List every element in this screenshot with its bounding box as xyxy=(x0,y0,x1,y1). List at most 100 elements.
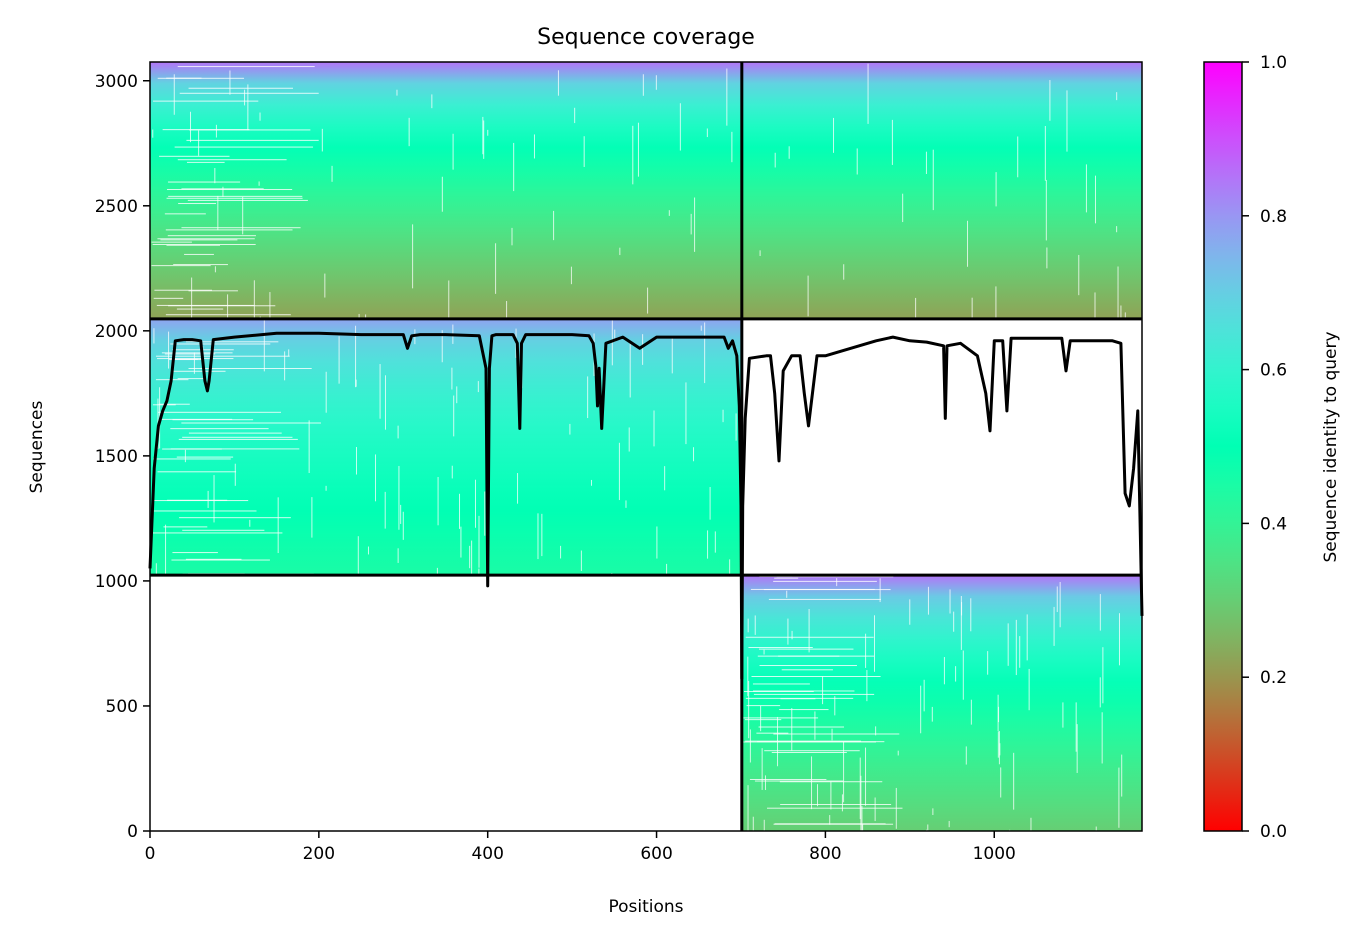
gap-streak xyxy=(214,168,216,184)
gap-row xyxy=(753,690,855,692)
y-tick-label: 1500 xyxy=(95,447,138,467)
gap-streak xyxy=(873,615,875,672)
gap-streak xyxy=(478,515,480,568)
gap-streak xyxy=(714,531,716,553)
gap-row xyxy=(158,411,281,413)
gap-streak xyxy=(965,746,967,765)
gap-row xyxy=(186,161,225,163)
gap-row xyxy=(752,683,810,685)
gap-streak xyxy=(997,731,999,758)
gap-row xyxy=(167,235,256,237)
gap-row xyxy=(779,781,883,783)
gap-streak xyxy=(925,151,927,174)
gap-row xyxy=(151,532,283,534)
gap-streak xyxy=(1116,226,1118,233)
gap-streak xyxy=(574,107,576,124)
gap-row xyxy=(187,199,308,201)
gap-row xyxy=(170,358,198,360)
gap-row xyxy=(189,129,311,131)
gap-row xyxy=(157,77,245,79)
gap-row xyxy=(163,526,208,528)
gap-streak xyxy=(441,330,443,363)
gap-streak xyxy=(747,785,749,831)
gap-streak xyxy=(999,743,1001,756)
gap-row xyxy=(781,669,833,671)
gap-streak xyxy=(811,756,813,810)
gap-streak xyxy=(865,633,867,668)
gap-streak xyxy=(791,630,793,640)
gap-streak xyxy=(925,829,927,831)
gap-streak xyxy=(764,775,766,790)
gap-row xyxy=(164,213,206,215)
gap-streak xyxy=(397,425,399,439)
gap-streak xyxy=(761,748,763,790)
gap-streak xyxy=(165,524,167,589)
gap-streak xyxy=(867,63,869,124)
gap-streak xyxy=(247,84,249,131)
gap-streak xyxy=(249,519,251,527)
gap-streak xyxy=(656,526,658,559)
gap-streak xyxy=(325,371,327,413)
gap-streak xyxy=(859,757,861,820)
gap-row xyxy=(161,352,233,354)
gap-streak xyxy=(807,275,809,317)
gap-streak xyxy=(396,89,398,96)
gap-streak xyxy=(862,824,864,831)
gap-streak xyxy=(791,708,793,751)
y-tick-label: 0 xyxy=(127,822,138,842)
gap-streak xyxy=(258,181,260,186)
gap-streak xyxy=(995,172,997,207)
gap-streak xyxy=(325,485,327,491)
gap-streak xyxy=(891,119,893,165)
gap-streak xyxy=(537,513,539,560)
gap-streak xyxy=(995,286,997,345)
gap-row xyxy=(151,265,211,267)
gap-streak xyxy=(822,676,824,705)
gap-row xyxy=(166,197,303,199)
gap-row xyxy=(181,188,264,190)
gap-streak xyxy=(735,413,737,441)
gap-row xyxy=(745,740,862,742)
gap-streak xyxy=(808,609,810,653)
gap-row xyxy=(748,647,813,649)
gap-streak xyxy=(1059,581,1061,628)
gap-streak xyxy=(760,705,762,732)
gap-streak xyxy=(184,449,186,463)
gap-streak xyxy=(469,545,471,569)
y-tick-label: 500 xyxy=(106,697,138,717)
gap-row xyxy=(188,87,293,89)
gap-streak xyxy=(722,409,724,423)
gap-streak xyxy=(1044,125,1046,181)
gap-streak xyxy=(474,479,476,528)
colorbar xyxy=(1203,61,1243,832)
gap-streak xyxy=(619,247,621,256)
gap-streak xyxy=(1000,767,1002,798)
gap-streak xyxy=(214,266,216,273)
gap-streak xyxy=(1124,312,1126,334)
gap-streak xyxy=(970,699,972,725)
gap-streak xyxy=(217,195,219,231)
gap-streak xyxy=(234,463,236,486)
gap-streak xyxy=(637,122,639,177)
gap-row xyxy=(153,458,231,460)
gap-streak xyxy=(441,176,443,212)
gap-streak xyxy=(277,497,279,554)
gap-row xyxy=(170,428,269,430)
gap-streak xyxy=(560,545,562,559)
x-tick-label: 600 xyxy=(640,844,672,864)
gap-streak xyxy=(1028,668,1030,711)
gap-streak xyxy=(920,685,922,734)
gap-row xyxy=(173,264,228,266)
gap-streak xyxy=(653,410,655,447)
gap-streak xyxy=(213,475,215,523)
gap-streak xyxy=(861,806,863,831)
gap-streak xyxy=(459,493,461,529)
gap-streak xyxy=(948,820,950,828)
gap-row xyxy=(773,733,900,735)
gap-row xyxy=(181,422,321,424)
gap-streak xyxy=(1095,826,1097,831)
gap-streak xyxy=(431,94,433,109)
gap-streak xyxy=(1120,305,1122,318)
gap-row xyxy=(174,146,314,148)
gap-streak xyxy=(788,146,790,159)
